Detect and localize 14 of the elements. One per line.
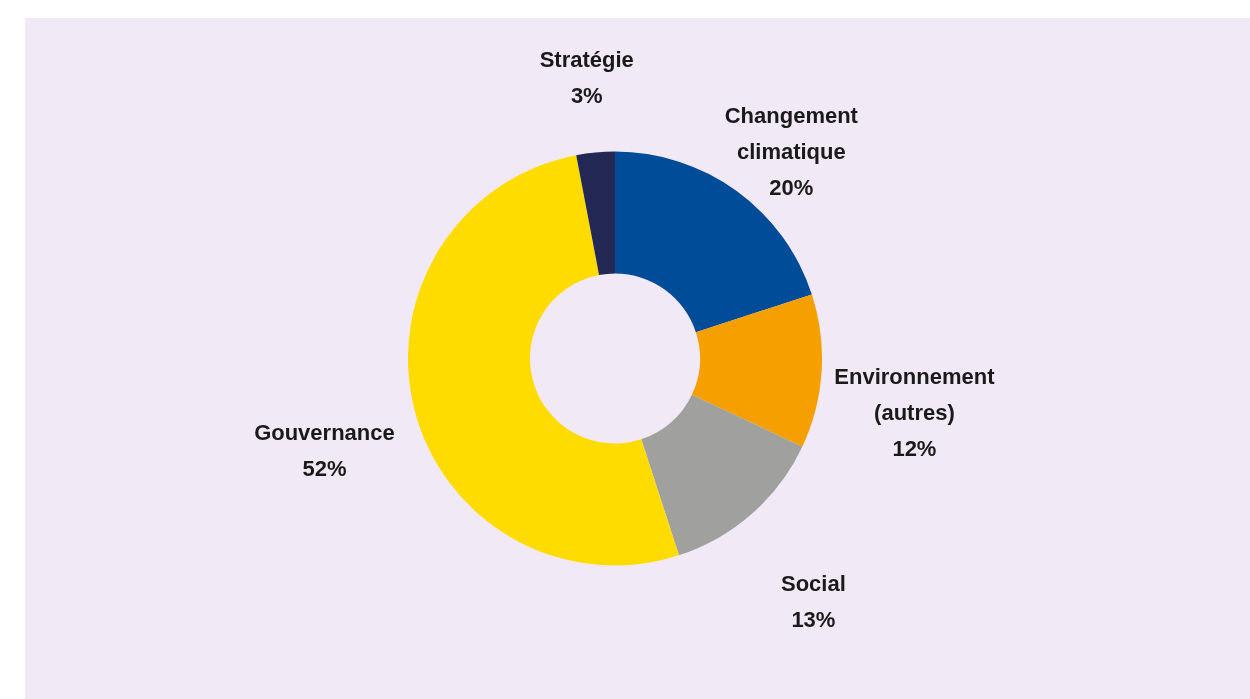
data-label: 20%	[769, 174, 814, 200]
donut-slice	[408, 155, 679, 566]
donut-slice	[691, 294, 822, 447]
data-label: 12%	[892, 436, 937, 462]
donut-slice	[641, 394, 803, 556]
donut-slice	[576, 151, 615, 276]
slice-label: Changement climatique	[724, 102, 859, 164]
slice-label: Stratégie	[539, 46, 634, 72]
data-label: 52%	[302, 456, 347, 482]
slice-label: Social	[780, 570, 846, 596]
slice-label: Environnement (autres)	[834, 364, 996, 426]
data-label: 13%	[791, 606, 836, 632]
data-label: 3%	[570, 82, 603, 108]
slice-label: Gouvernance	[254, 420, 395, 446]
